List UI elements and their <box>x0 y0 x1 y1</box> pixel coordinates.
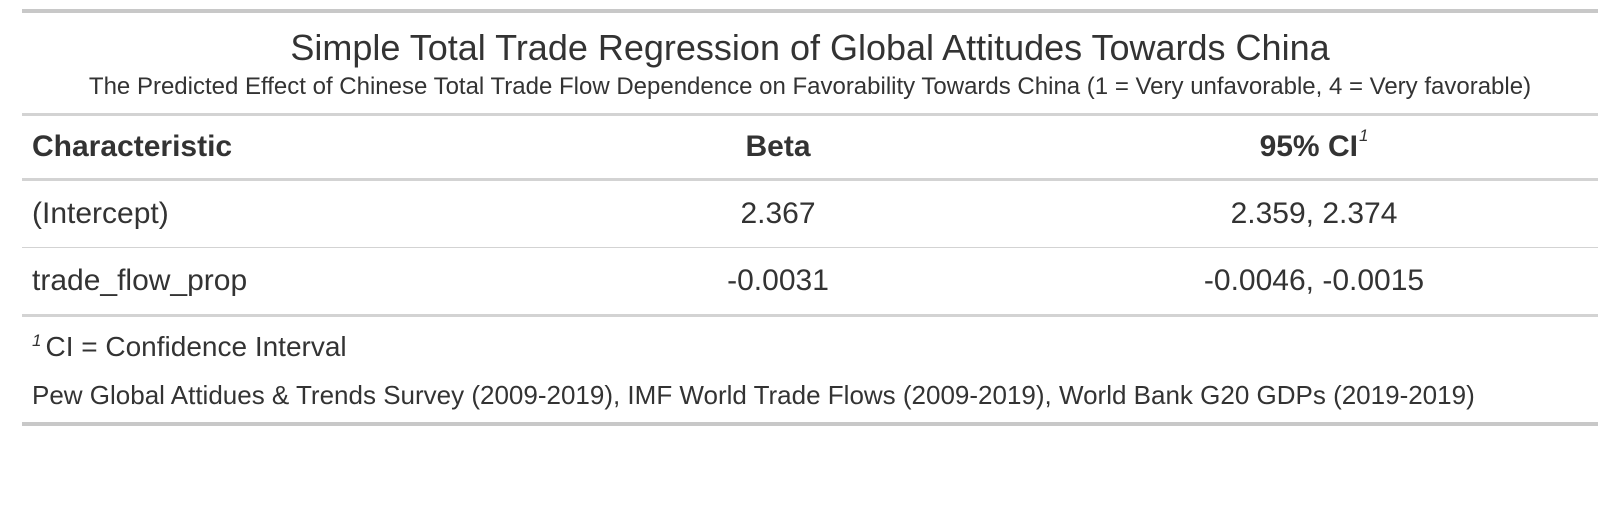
regression-table: Simple Total Trade Regression of Global … <box>22 9 1598 426</box>
row-characteristic: trade_flow_prop <box>32 264 248 297</box>
table-footnote: 1 CI = Confidence Interval <box>22 317 1598 365</box>
column-header-beta: Beta <box>745 130 811 163</box>
row-beta: -0.0031 <box>727 264 829 297</box>
table-title: Simple Total Trade Regression of Global … <box>290 27 1330 68</box>
row-ci: 2.359, 2.374 <box>1230 197 1398 230</box>
row-ci: -0.0046, -0.0015 <box>1203 264 1425 297</box>
column-header-row: Characteristic Beta 95% CI1 <box>22 116 1598 180</box>
table-subtitle: The Predicted Effect of Chinese Total Tr… <box>88 73 1532 100</box>
table-bottom-rule <box>22 422 1598 426</box>
column-header-ci: 95% CI1 <box>1030 116 1598 180</box>
table-top-rule <box>22 9 1598 13</box>
table-row: (Intercept) 2.367 2.359, 2.374 <box>22 180 1598 248</box>
footnote-text: CI = Confidence Interval <box>45 331 347 362</box>
table-header: Simple Total Trade Regression of Global … <box>22 13 1598 113</box>
column-header-ci-label: 95% CI <box>1259 130 1358 163</box>
table-row: trade_flow_prop -0.0031 -0.0046, -0.0015 <box>22 248 1598 316</box>
row-characteristic: (Intercept) <box>32 197 169 230</box>
header-rule <box>22 113 1598 116</box>
row-beta: 2.367 <box>740 197 816 230</box>
ci-footnote-mark: 1 <box>1358 126 1369 145</box>
column-header-characteristic: Characteristic <box>32 130 233 163</box>
footnote-mark: 1 <box>32 331 42 350</box>
source-note: Pew Global Attidues & Trends Survey (200… <box>32 380 1475 410</box>
results-table: Characteristic Beta 95% CI1 (Intercept) … <box>22 116 1598 317</box>
